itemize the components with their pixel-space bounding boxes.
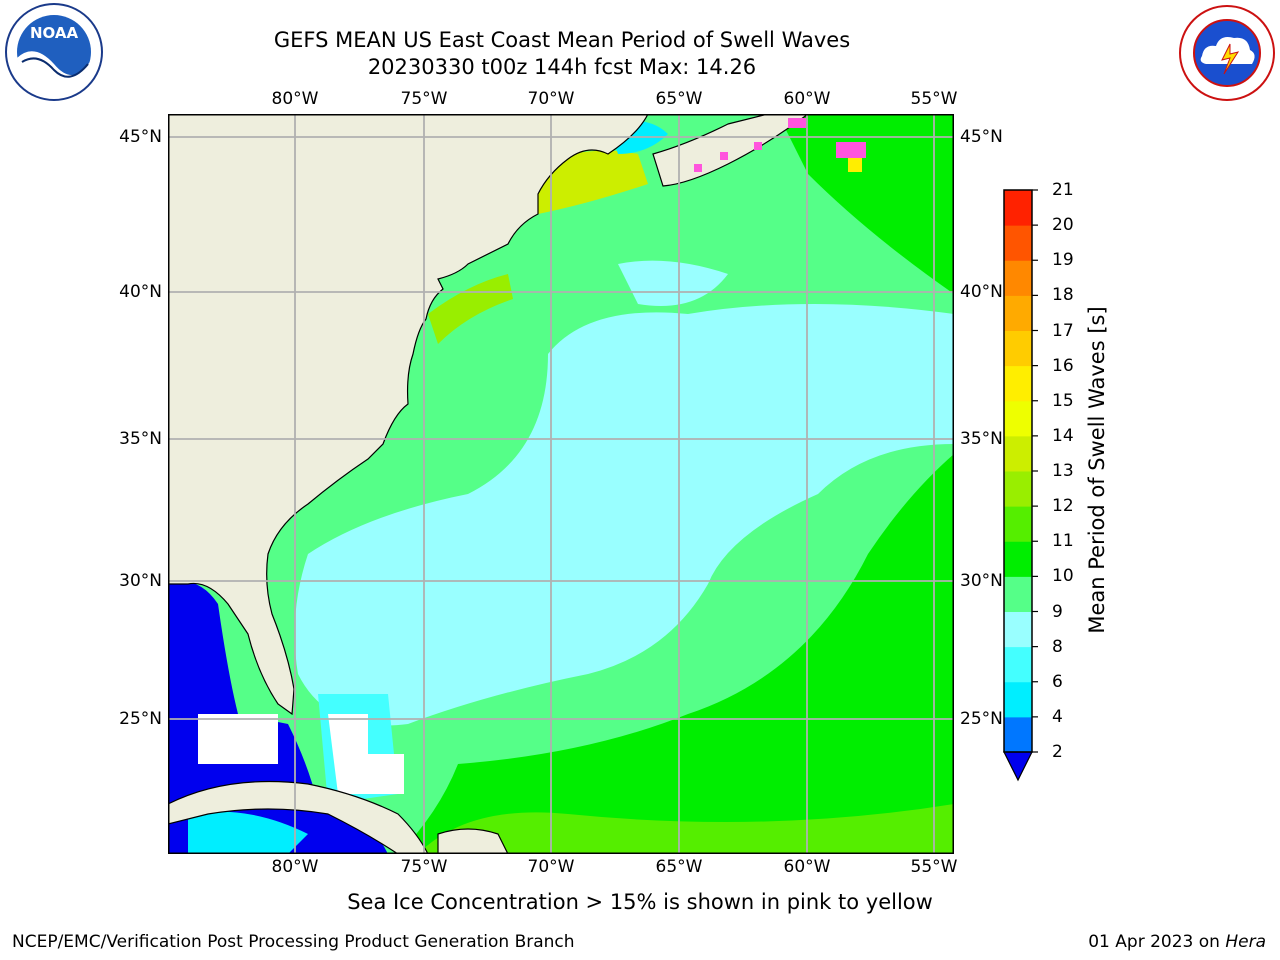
lon-tick-bottom: 75°W xyxy=(400,857,448,877)
sea-ice-cells xyxy=(836,142,866,158)
lon-tick-top: 55°W xyxy=(910,89,958,109)
land-hispaniola xyxy=(437,828,509,854)
noaa-logo-text: NOAA xyxy=(30,24,79,42)
swell-zone-9s xyxy=(294,304,954,726)
colorbar-band xyxy=(1004,646,1032,683)
swell-period-map xyxy=(168,114,954,854)
colorbar-tick-label: 11 xyxy=(1052,531,1074,552)
lon-tick-bottom: 55°W xyxy=(910,857,958,877)
colorbar-tick-label: 8 xyxy=(1052,636,1063,657)
colorbar-band xyxy=(1004,716,1032,753)
plot-title: GEFS MEAN US East Coast Mean Period of S… xyxy=(273,28,851,52)
colorbar-band xyxy=(1004,365,1032,402)
colorbar-tick-label: 4 xyxy=(1052,706,1063,727)
colorbar-tick-label: 14 xyxy=(1052,425,1074,446)
sea-ice-note-text: Sea Ice Concentration > 15% is shown in … xyxy=(347,890,933,914)
lon-tick-top: 70°W xyxy=(527,89,575,109)
lat-tick-right: 45°N xyxy=(960,127,1003,147)
colorbar-tick-label: 9 xyxy=(1052,601,1063,622)
colorbar-tick-label: 18 xyxy=(1052,285,1074,306)
nws-logo xyxy=(1178,4,1276,102)
colorbar-band xyxy=(1004,541,1032,577)
lat-tick-left: 25°N xyxy=(119,709,162,729)
swell-zone-11s xyxy=(398,114,954,854)
colorbar-tick-label: 15 xyxy=(1052,390,1074,411)
colorbar-title: Mean Period of Swell Waves [s] xyxy=(1085,306,1109,634)
sea-ice-cells xyxy=(720,152,728,160)
land-north-america xyxy=(168,114,649,716)
lat-tick-left: 40°N xyxy=(119,282,162,302)
map-frame xyxy=(168,114,954,854)
land-cuba xyxy=(168,780,429,854)
lon-tick-bottom: 65°W xyxy=(655,857,703,877)
colorbar-band xyxy=(1004,681,1032,718)
lon-tick-bottom: 80°W xyxy=(271,857,319,877)
lon-tick-top: 80°W xyxy=(271,89,319,109)
colorbar-band xyxy=(1004,190,1032,226)
no-data-area xyxy=(328,714,404,794)
map-gridlines xyxy=(168,114,954,854)
colorbar-extend-triangle xyxy=(1003,751,1033,782)
footer-branch: NCEP/EMC/Verification Post Processing Pr… xyxy=(12,932,575,952)
swell-zone-6s xyxy=(188,811,308,854)
colorbar-band xyxy=(1004,295,1032,331)
swell-zone-12s xyxy=(418,804,954,854)
footer-date-text: 01 Apr 2023 on xyxy=(1088,932,1226,952)
footer-date: 01 Apr 2023 on Hera xyxy=(1088,932,1266,952)
no-data-area xyxy=(198,714,278,764)
colorbar-tick-label: 16 xyxy=(1052,355,1074,376)
colorbar-tick-label: 17 xyxy=(1052,320,1074,341)
colorbar-band xyxy=(1004,260,1032,296)
plot-subtitle: 20230330 t00z 144h fcst Max: 14.26 xyxy=(367,55,757,79)
lat-tick-left: 35°N xyxy=(119,429,162,449)
colorbar-band xyxy=(1004,330,1032,367)
swell-zone-9s xyxy=(618,260,728,306)
lon-tick-bottom: 70°W xyxy=(527,857,575,877)
swell-zone-13s xyxy=(538,150,648,214)
colorbar-band xyxy=(1004,611,1032,648)
lat-tick-right: 30°N xyxy=(960,571,1003,591)
colorbar-band xyxy=(1004,576,1032,612)
colorbar-tick-label: 2 xyxy=(1052,742,1063,762)
lon-tick-top: 60°W xyxy=(783,89,831,109)
sea-ice-cells xyxy=(754,142,762,150)
sea-ice-cells xyxy=(848,158,862,172)
sea-ice-cells xyxy=(788,118,806,128)
colorbar-band xyxy=(1004,506,1032,542)
colorbar-tick-label: 13 xyxy=(1052,461,1074,481)
colorbar xyxy=(1003,189,1038,782)
lat-tick-right: 35°N xyxy=(960,429,1003,449)
colorbar-band xyxy=(1004,435,1032,472)
colorbar-tick-label: 10 xyxy=(1052,566,1074,587)
lat-tick-left: 30°N xyxy=(119,571,162,591)
lon-tick-bottom: 60°W xyxy=(783,857,831,877)
lon-tick-top: 75°W xyxy=(400,89,448,109)
sea-ice-note: Sea Ice Concentration > 15% is shown in … xyxy=(0,890,1280,914)
colorbar-tick-label: 20 xyxy=(1052,215,1074,236)
colorbar-band xyxy=(1004,471,1032,507)
colorbar-band xyxy=(1004,225,1032,261)
lat-tick-left: 45°N xyxy=(119,127,162,147)
footer-host: Hera xyxy=(1225,932,1266,952)
colorbar-tick-label: 19 xyxy=(1052,250,1074,271)
colorbar-band xyxy=(1004,400,1032,437)
lat-tick-right: 25°N xyxy=(960,709,1003,729)
colorbar-tick-label: 12 xyxy=(1052,496,1074,517)
noaa-logo: NOAA xyxy=(4,2,104,102)
colorbar-tick-label: 6 xyxy=(1052,671,1063,692)
lon-tick-top: 65°W xyxy=(655,89,703,109)
colorbar-tick-label: 21 xyxy=(1052,180,1074,200)
lat-tick-right: 40°N xyxy=(960,282,1003,302)
sea-ice-cells xyxy=(694,164,702,172)
